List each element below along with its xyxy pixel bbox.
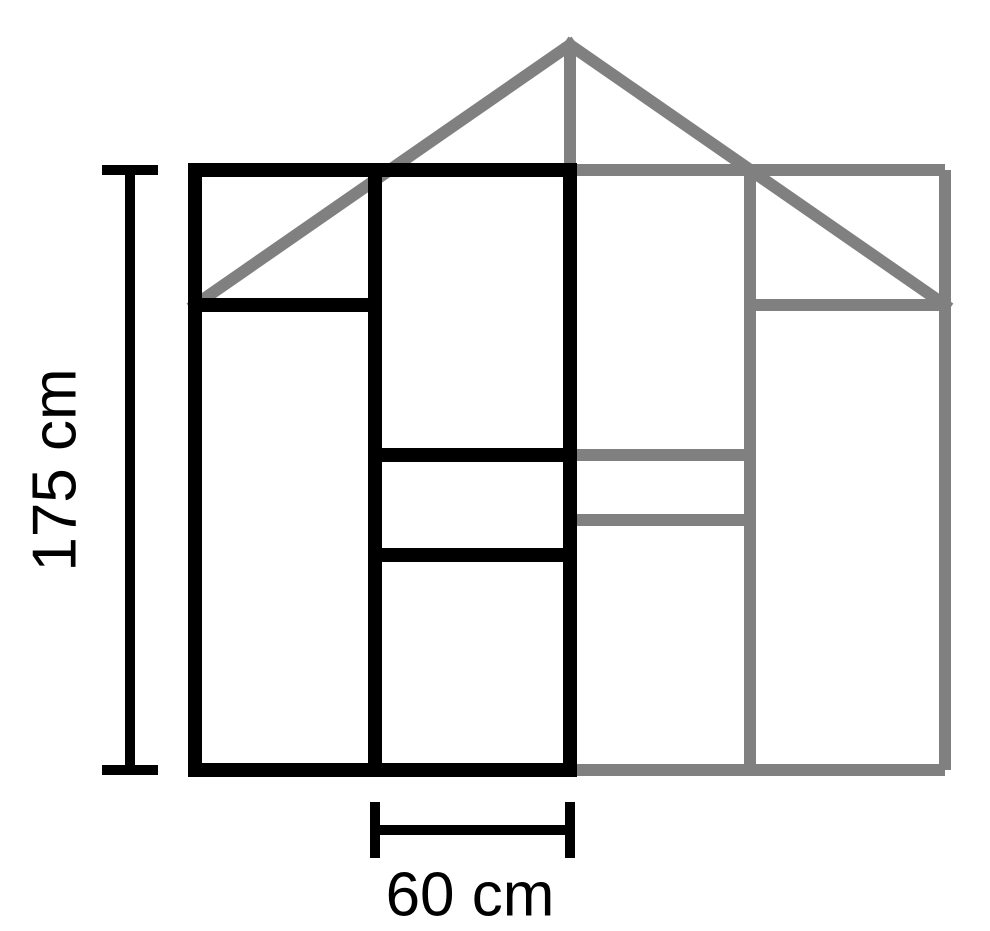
- dimension-lines: [102, 170, 570, 858]
- height-dimension-label: 175 cm: [20, 368, 91, 571]
- width-dimension-label: 60 cm: [386, 860, 555, 931]
- diagram-stage: 175 cm 60 cm: [0, 0, 990, 925]
- greenhouse-diagram-svg: [0, 0, 990, 925]
